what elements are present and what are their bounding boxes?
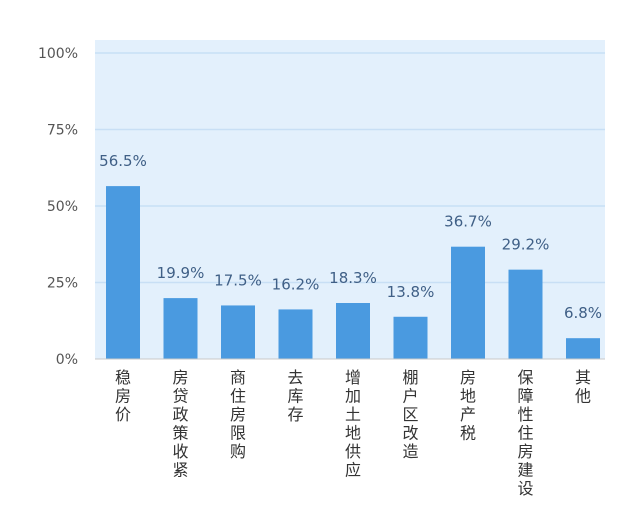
y-tick-label: 100% — [38, 46, 78, 62]
y-tick-label: 75% — [47, 123, 78, 139]
value-label: 17.5% — [214, 271, 262, 289]
bar — [163, 298, 198, 359]
x-tick-label: 房地产税 — [460, 368, 476, 443]
value-label: 16.2% — [272, 275, 320, 293]
x-tick-label: 房贷政策收紧 — [172, 368, 188, 480]
x-tick-label: 商住房限购 — [230, 368, 246, 461]
value-label: 18.3% — [329, 269, 377, 287]
bar — [393, 316, 428, 359]
value-label: 13.8% — [387, 283, 435, 301]
bar — [336, 303, 370, 359]
x-tick-label: 保障性住房建设 — [517, 368, 533, 498]
value-label: 36.7% — [444, 213, 492, 231]
x-tick-label: 稳房价 — [115, 368, 131, 424]
x-tick-label: 去库存 — [287, 368, 303, 424]
x-tick-label: 棚户区改造 — [402, 368, 418, 461]
bar — [278, 309, 313, 359]
value-label: 56.5% — [99, 152, 147, 170]
bar — [508, 269, 543, 359]
bar — [451, 246, 485, 359]
bars — [106, 186, 600, 359]
bar — [221, 305, 255, 359]
y-axis: 0% 25% 50% 75% 100% — [38, 46, 78, 368]
bar — [106, 186, 140, 359]
x-axis: 稳房价 房贷政策收紧 商住房限购 去库存 增加土地供应 棚户区改造 房地产税 保障性住房建设 其… — [115, 368, 591, 498]
x-tick-label: 增加土地供应 — [345, 368, 361, 480]
value-labels: 56.5% 19.9% 17.5% 16.2% 18.3% 13.8% 36.7% 29.2%… — [99, 152, 602, 322]
y-tick-label: 50% — [47, 199, 78, 215]
x-tick-label: 其他 — [575, 368, 591, 406]
value-label: 6.8% — [564, 304, 602, 322]
value-label: 29.2% — [502, 236, 550, 254]
value-label: 19.9% — [157, 264, 205, 282]
y-tick-label: 25% — [47, 276, 78, 292]
bar — [566, 338, 600, 359]
y-tick-label: 0% — [56, 352, 78, 368]
